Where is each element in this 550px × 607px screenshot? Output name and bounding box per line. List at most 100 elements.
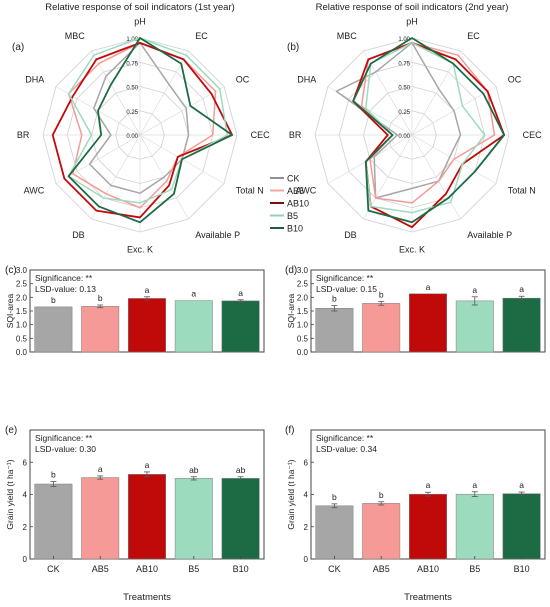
y-tick-label: 0.5 <box>16 334 28 343</box>
radar-series-ab10 <box>51 41 234 219</box>
y-tick-label: 2 <box>304 523 309 532</box>
y-tick-label: 0 <box>23 555 28 564</box>
bar-b10 <box>221 478 260 560</box>
y-axis-label: Grain yield (t ha⁻¹) <box>286 459 296 529</box>
legend-label-b5: B5 <box>287 211 298 221</box>
significance-letter: a <box>472 285 477 295</box>
radar-tick-label: 0.00 <box>126 134 138 140</box>
radar-axis-label: BR <box>17 130 30 140</box>
y-axis-label: SQI-area <box>286 293 296 328</box>
radar-spoke <box>91 50 141 136</box>
radar-tick-label: 0.75 <box>126 61 138 67</box>
x-tick-label: AB5 <box>373 564 390 574</box>
lsd-annotation: LSD-value: 0.34 <box>316 444 377 454</box>
y-tick-label: 0.0 <box>16 348 28 357</box>
radar-spoke <box>91 134 141 220</box>
y-axis-label: SQI-area <box>5 293 15 328</box>
x-tick-label: B10 <box>514 564 530 574</box>
x-axis-label: Treatments <box>404 592 452 603</box>
bar-ab5 <box>362 303 401 353</box>
x-tick-label: AB5 <box>92 564 109 574</box>
bar-ab5 <box>362 503 401 560</box>
radar-axis-label: Available P <box>467 230 512 240</box>
x-tick-label: CK <box>328 564 341 574</box>
significance-letter: a <box>145 285 150 295</box>
panel-label: (a) <box>12 42 24 53</box>
radar-axis-label: DHA <box>25 75 44 85</box>
radar-tick-label: 0.00 <box>398 134 410 140</box>
y-tick-label: 2 <box>23 523 28 532</box>
significance-annotation: Significance: ** <box>316 433 374 443</box>
significance-letter: a <box>519 284 524 294</box>
bar-b5 <box>455 300 494 353</box>
significance-letter: a <box>238 288 243 298</box>
y-tick-label: 0 <box>304 555 309 564</box>
significance-letter: b <box>379 289 384 299</box>
bar-b5 <box>455 493 494 560</box>
significance-letter: a <box>98 464 103 474</box>
legend-label-ab10: AB10 <box>287 199 309 209</box>
legend-label-ck: CK <box>287 174 300 184</box>
radar-tick-label: 0.25 <box>398 110 410 116</box>
y-tick-label: 4 <box>23 491 28 500</box>
bar-b10 <box>502 297 541 353</box>
legend-label-b10: B10 <box>287 224 303 234</box>
radar-spoke <box>363 134 413 220</box>
bar-chart-e: (e) 0 2 4 6 Grain yield (t ha⁻¹) Significance:… <box>5 425 265 603</box>
radar-axis-label: EC <box>467 31 480 41</box>
y-tick-label: 2.5 <box>16 280 28 289</box>
radar-axis-label: CEC <box>523 130 543 140</box>
significance-letter: a <box>191 289 196 299</box>
radar-axis-label: Total N <box>236 185 264 195</box>
bar-ab10 <box>409 493 447 560</box>
radar-series-b10 <box>67 37 234 224</box>
radar-series-b5 <box>365 42 486 214</box>
radar-axis-label: Exc. K <box>127 245 153 255</box>
radar-axis-label: MBC <box>65 31 86 41</box>
y-tick-label: 2.5 <box>297 280 309 289</box>
radar-axis-label: DB <box>344 230 357 240</box>
significance-letter: ab <box>236 465 246 475</box>
radar-title: Relative response of soil indicators (2n… <box>316 2 509 13</box>
significance-letter: a <box>426 480 431 490</box>
x-tick-label: B5 <box>188 564 199 574</box>
legend-label-ab5: AB5 <box>287 186 304 196</box>
radar-spoke <box>411 134 461 220</box>
x-tick-label: AB10 <box>136 564 158 574</box>
radar-tick-label: 0.50 <box>126 86 138 92</box>
y-tick-label: 2.0 <box>16 293 28 302</box>
y-tick-label: 3.0 <box>297 266 309 275</box>
bar-b10 <box>221 300 260 353</box>
radar-axis-label: BR <box>289 130 302 140</box>
radar-series-b5 <box>67 37 229 204</box>
radar-axis-label: pH <box>134 16 146 26</box>
significance-letter: ab <box>189 465 199 475</box>
bar-b5 <box>174 300 213 353</box>
bar-ab5 <box>81 306 120 353</box>
y-tick-label: 3.0 <box>16 266 28 275</box>
radar-tick-label: 1.00 <box>126 37 138 43</box>
x-tick-label: B5 <box>469 564 480 574</box>
radar-tick-label: 0.25 <box>126 110 138 116</box>
bar-ab5 <box>81 477 120 560</box>
lsd-annotation: LSD-value: 0.30 <box>35 444 96 454</box>
significance-letter: a <box>145 460 150 470</box>
panel-label: (e) <box>5 425 17 436</box>
radar-chart-year2: Relative response of soil indicators (2n… <box>287 2 542 255</box>
x-tick-label: CK <box>47 564 60 574</box>
bar-chart-f: (f) 0 2 4 6 Grain yield (t ha⁻¹) Significance:… <box>285 425 546 603</box>
radar-axis-label: CEC <box>251 130 271 140</box>
significance-letter: b <box>98 293 103 303</box>
radar-tick-label: 0.75 <box>398 61 410 67</box>
radar-series-ck <box>88 42 190 194</box>
panel-label: (d) <box>285 265 297 276</box>
panel-label: (c) <box>5 265 17 276</box>
radar-axis-label: MBC <box>337 31 358 41</box>
x-tick-label: B10 <box>233 564 249 574</box>
legend: CK AB5 AB10 B5 B10 <box>270 174 309 234</box>
lsd-annotation: LSD-value: 0.15 <box>316 284 377 294</box>
x-axis-label: Treatments <box>123 592 171 603</box>
y-tick-label: 1.5 <box>16 307 28 316</box>
radar-axis-label: AWC <box>24 185 45 195</box>
radar-axis-label: Total N <box>508 185 536 195</box>
